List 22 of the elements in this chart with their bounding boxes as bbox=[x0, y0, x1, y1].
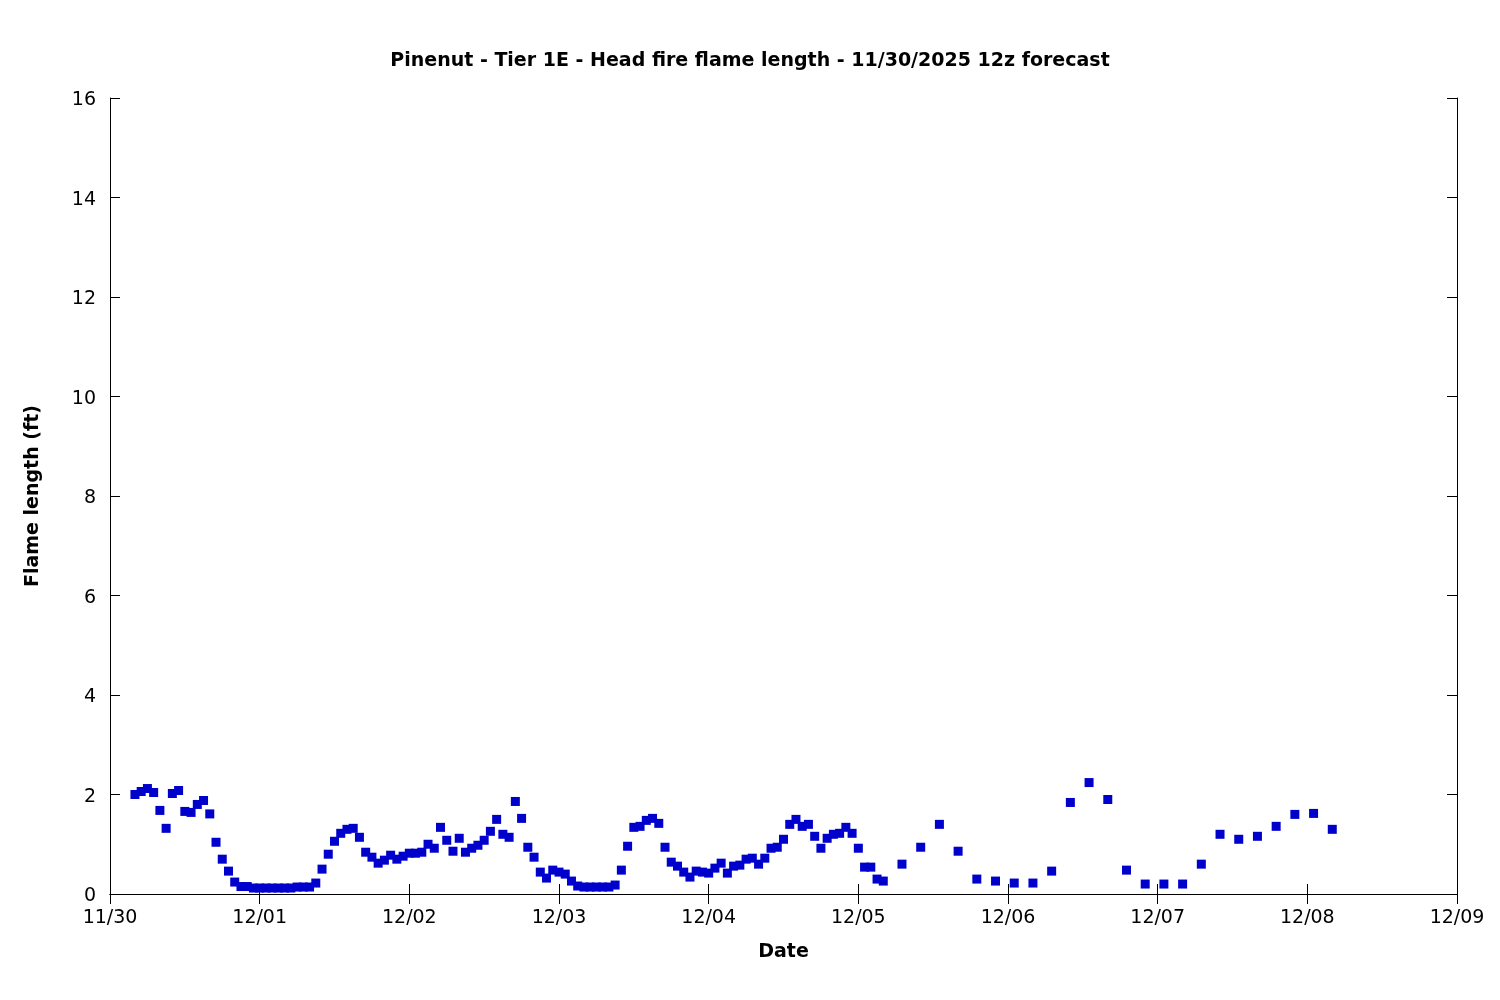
x-tick-label: 12/01 bbox=[232, 904, 288, 927]
x-axis-title: Date bbox=[758, 938, 809, 961]
y-tick-label: 4 bbox=[83, 684, 96, 706]
x-tick-label: 12/03 bbox=[531, 904, 587, 927]
y-tick-label: 2 bbox=[83, 783, 96, 806]
chart-title: Pinenut - Tier 1E - Head fire flame length - 11/30/2025 12z forecast bbox=[390, 47, 1110, 70]
y-tick-label: 12 bbox=[71, 286, 96, 308]
x-tick-label: 12/06 bbox=[980, 904, 1036, 927]
y-tick-label: 6 bbox=[83, 584, 96, 607]
x-tick-label: 12/09 bbox=[1429, 904, 1485, 927]
y-axis-title: Flame length (ft) bbox=[19, 404, 42, 588]
x-tick-label: 12/04 bbox=[681, 904, 737, 927]
y-tick-label: 16 bbox=[71, 87, 96, 109]
y-tick-label: 0 bbox=[83, 883, 96, 905]
x-tick-label: 11/30 bbox=[82, 904, 138, 927]
x-tick-label: 12/05 bbox=[830, 904, 886, 927]
x-tick-label: 12/07 bbox=[1130, 904, 1186, 927]
y-tick-label: 8 bbox=[83, 485, 96, 507]
y-tick-label: 10 bbox=[71, 385, 96, 408]
x-tick-label: 12/02 bbox=[381, 904, 437, 927]
x-tick-label: 12/08 bbox=[1279, 904, 1335, 927]
y-tick-label: 14 bbox=[71, 186, 96, 209]
